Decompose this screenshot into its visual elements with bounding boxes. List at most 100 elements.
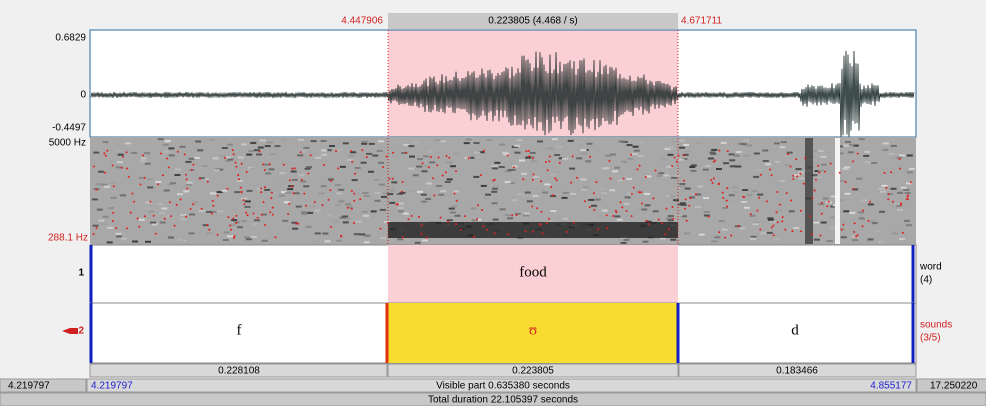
- spectrogram-texture: [658, 172, 664, 174]
- formant-dot: [186, 178, 188, 180]
- formant-dot: [766, 200, 768, 202]
- spectrogram-texture: [408, 145, 414, 147]
- spectrogram-texture: [627, 158, 633, 160]
- formant-dot: [841, 229, 843, 231]
- formant-dot: [819, 235, 821, 237]
- spectrogram-texture: [550, 174, 556, 176]
- spectrogram-texture: [421, 194, 427, 196]
- spectrogram-texture: [422, 170, 428, 172]
- spectrogram-texture: [224, 232, 230, 234]
- spectrogram-texture: [695, 206, 701, 208]
- spectrogram-texture: [621, 242, 627, 244]
- spectrogram-texture: [145, 241, 151, 243]
- spectrogram-texture: [305, 168, 311, 170]
- formant-dot: [779, 204, 781, 206]
- formant-dot: [232, 218, 234, 220]
- spectrogram-texture: [614, 167, 620, 169]
- spectrogram-texture: [507, 217, 513, 219]
- spectrogram-texture: [298, 139, 304, 141]
- formant-dot: [272, 214, 274, 216]
- spectrogram-texture: [906, 224, 912, 226]
- formant-dot: [261, 214, 263, 216]
- formant-dot: [685, 198, 687, 200]
- formant-dot: [422, 162, 424, 164]
- spectrogram-texture: [753, 176, 759, 178]
- formant-dot: [293, 192, 295, 194]
- spectrogram-texture: [550, 210, 556, 212]
- formant-dot: [792, 175, 794, 177]
- spectrogram-texture: [343, 142, 349, 144]
- formant-dot: [584, 200, 586, 202]
- formant-dot: [804, 157, 806, 159]
- spectrogram-texture: [378, 162, 384, 164]
- spectrogram-texture: [168, 237, 174, 239]
- formant-dot: [112, 165, 114, 167]
- spectrogram-texture: [130, 179, 136, 181]
- spectrogram-texture: [863, 155, 869, 157]
- spectrogram-texture: [603, 167, 609, 169]
- spectrogram-texture: [883, 142, 889, 144]
- formant-dot: [328, 199, 330, 201]
- spectrogram-texture: [251, 236, 257, 238]
- spectrogram-texture: [505, 181, 511, 183]
- spectrogram-texture: [481, 185, 487, 187]
- spectrogram-texture: [425, 198, 431, 200]
- spectrogram-texture: [390, 187, 396, 189]
- spectrogram-texture: [619, 141, 625, 143]
- spectrogram-texture: [265, 172, 271, 174]
- formant-dot: [710, 179, 712, 181]
- spectrogram-texture: [155, 228, 161, 230]
- spectrogram-texture: [814, 239, 820, 241]
- waveform-min: -0.4497: [52, 123, 86, 134]
- spectrogram-texture: [380, 209, 386, 211]
- formant-dot: [724, 237, 726, 239]
- formant-dot: [382, 166, 384, 168]
- formant-dot: [226, 188, 228, 190]
- formant-dot: [217, 234, 219, 236]
- spectrogram-texture: [409, 156, 415, 158]
- spectrogram-texture: [508, 169, 514, 171]
- formant-dot: [800, 230, 802, 232]
- formant-dot: [185, 174, 187, 176]
- spectrogram-texture: [875, 230, 881, 232]
- formant-dot: [438, 157, 440, 159]
- formant-dot: [546, 222, 548, 224]
- spectrogram-texture: [639, 142, 645, 144]
- formant-dot: [674, 157, 676, 159]
- spectrogram-texture: [821, 222, 827, 224]
- waveform-max: 0.6829: [55, 33, 86, 44]
- formant-dot: [350, 150, 352, 152]
- spectrogram-texture: [841, 236, 847, 238]
- formant-dot: [314, 201, 316, 203]
- right-total: 17.250220: [930, 381, 978, 392]
- spectrogram-texture: [774, 142, 780, 144]
- formant-dot: [191, 169, 193, 171]
- spectrogram-texture: [729, 153, 735, 155]
- formant-dot: [232, 149, 234, 151]
- formant-dot: [264, 186, 266, 188]
- spectrogram-texture: [729, 194, 735, 196]
- formant-dot: [718, 150, 720, 152]
- spectrogram-texture: [734, 191, 740, 193]
- formant-dot: [532, 173, 534, 175]
- spectrogram-texture: [525, 192, 531, 194]
- spectrogram-texture: [300, 181, 306, 183]
- formant-dot: [246, 171, 248, 173]
- formant-dot: [260, 188, 262, 190]
- formant-dot: [688, 205, 690, 207]
- spectrogram-texture: [882, 149, 888, 151]
- formant-dot: [638, 191, 640, 193]
- spectrogram-texture: [197, 149, 203, 151]
- spectrogram-texture: [697, 186, 703, 188]
- formant-dot: [264, 224, 266, 226]
- spectrogram-texture: [369, 143, 375, 145]
- formant-dot: [142, 155, 144, 157]
- formant-dot: [540, 180, 542, 182]
- spectrogram-texture: [303, 185, 309, 187]
- formant-dot: [288, 203, 290, 205]
- spectrogram-texture: [366, 153, 372, 155]
- formant-dot: [695, 193, 697, 195]
- formant-dot: [623, 178, 625, 180]
- right-visible: 4.855177: [870, 381, 912, 392]
- formant-dot: [608, 160, 610, 162]
